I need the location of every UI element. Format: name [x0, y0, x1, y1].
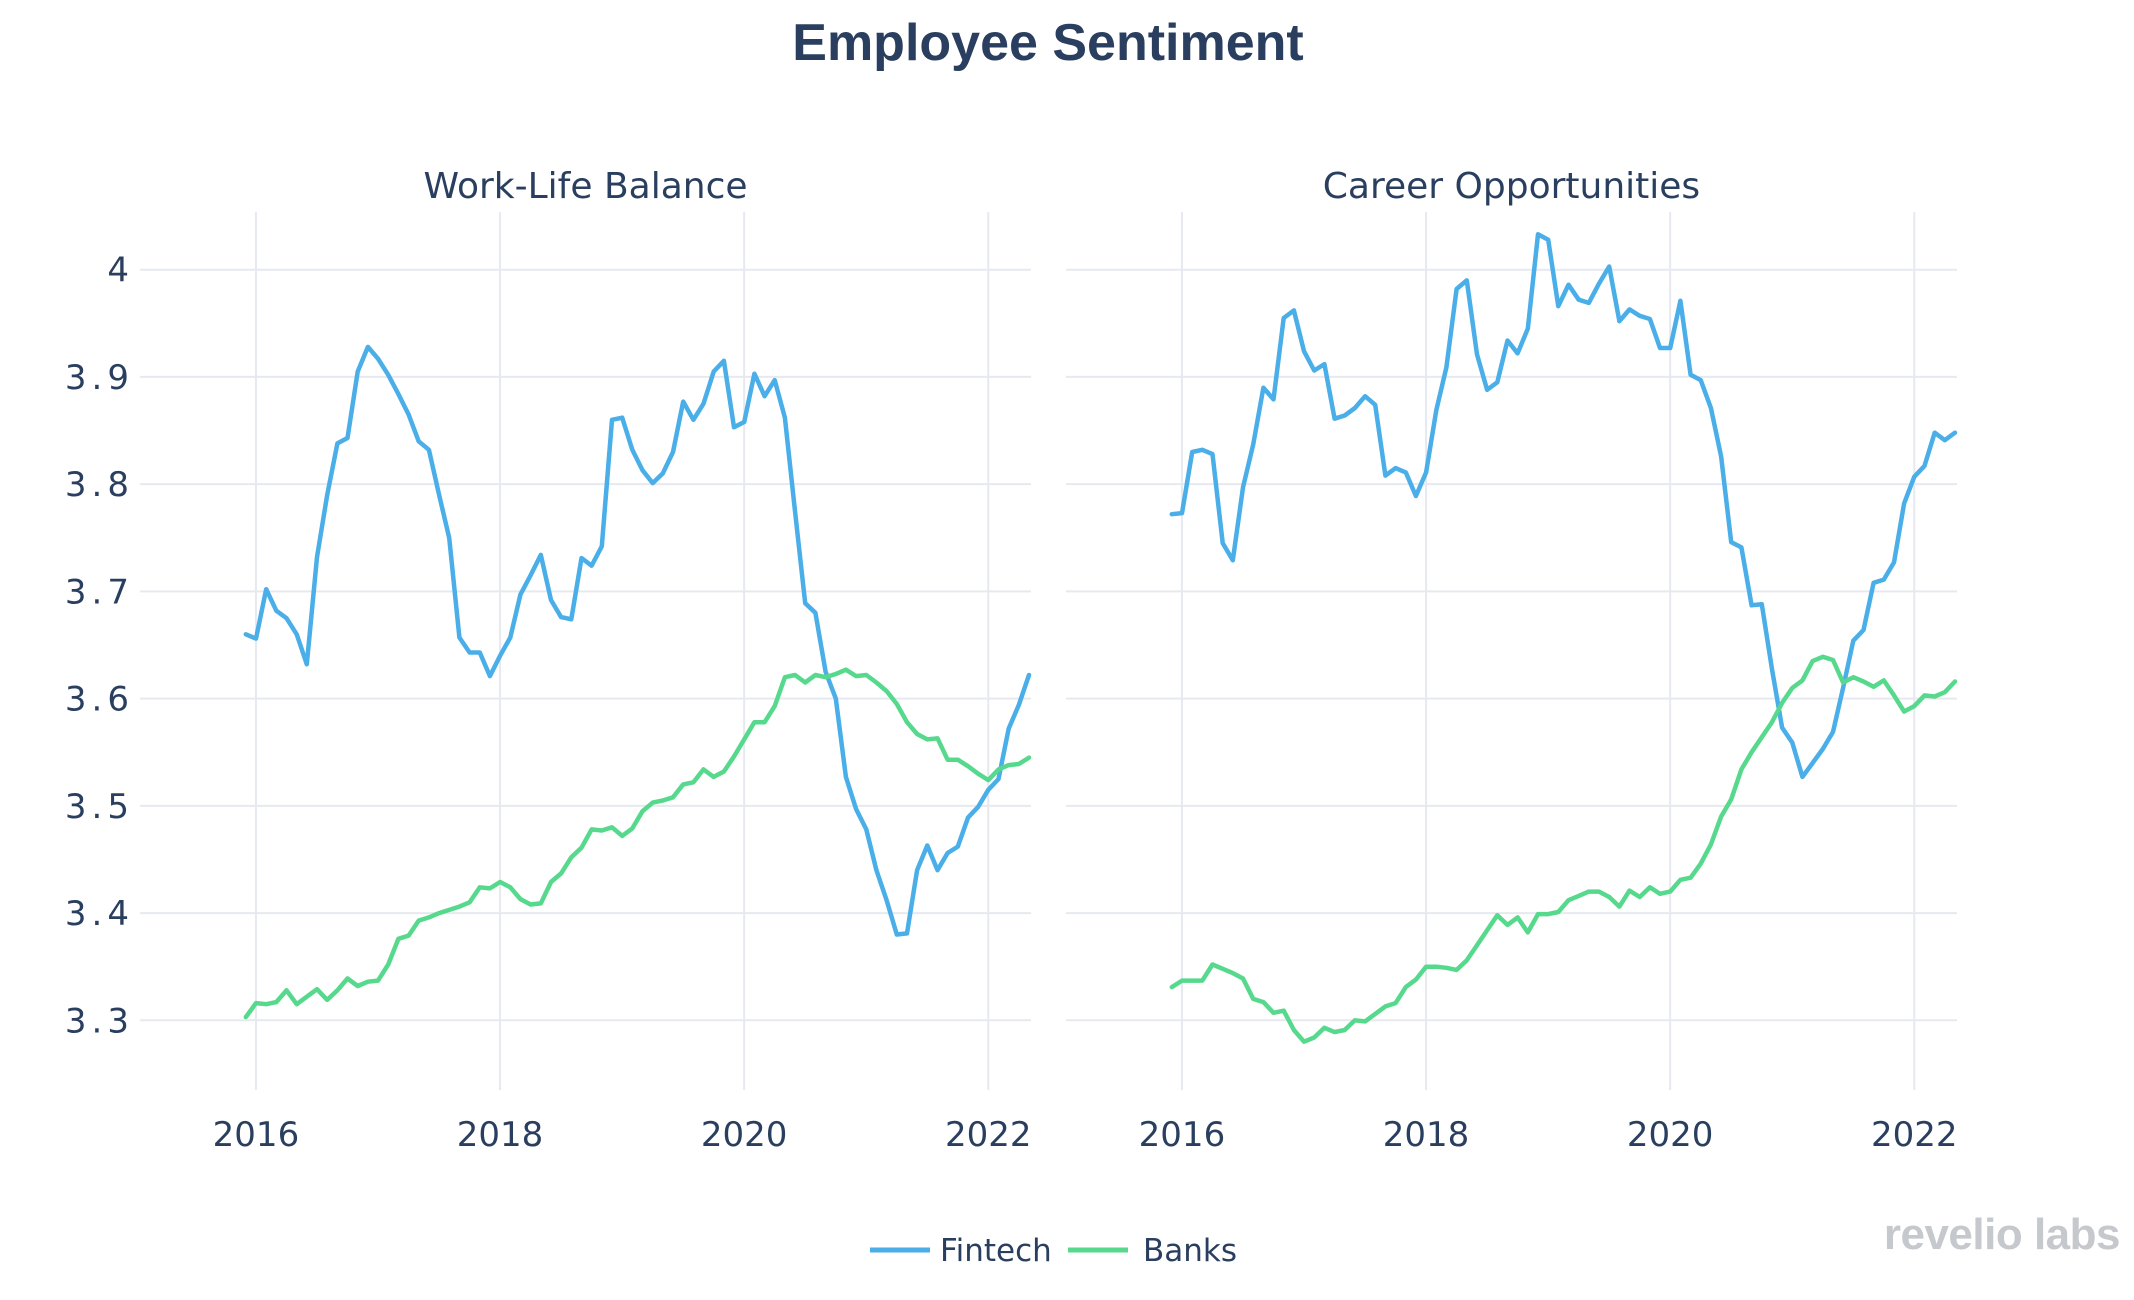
x-tick-label: 2022: [945, 1115, 1032, 1155]
legend-label-banks: Banks: [1143, 1233, 1237, 1269]
panel-0: Work-Life Balance 2016 2018 2020 2022 3.3 3.4 3…: [65, 166, 1032, 1155]
y-tick-label: 3.7: [65, 572, 134, 612]
chart-title: Employee Sentiment: [792, 14, 1303, 72]
series-line-fintech: [1169, 232, 1958, 780]
y-tick-label: 4: [107, 251, 134, 291]
series-line-banks: [243, 667, 1032, 1020]
x-tick-label: 2018: [1383, 1115, 1470, 1155]
x-tick-label: 2016: [1139, 1115, 1226, 1155]
subplot-title: Career Opportunities: [1323, 166, 1700, 207]
subplot-title: Work-Life Balance: [423, 166, 747, 207]
y-tick-label: 3.8: [65, 465, 134, 505]
series-line-fintech: [243, 344, 1032, 937]
x-tick-label: 2020: [1627, 1115, 1714, 1155]
y-tick-label: 3.6: [65, 680, 134, 720]
x-tick-label: 2022: [1871, 1115, 1958, 1155]
series-line-banks: [1169, 654, 1958, 1044]
y-tick-label: 3.9: [65, 358, 134, 398]
y-tick-label: 3.5: [65, 787, 134, 827]
x-tick-label: 2020: [701, 1115, 788, 1155]
y-tick-label: 3.4: [65, 894, 134, 934]
y-tick-label: 3.3: [65, 1001, 134, 1041]
legend: Fintech Banks: [870, 1233, 1237, 1269]
legend-label-fintech: Fintech: [940, 1233, 1052, 1269]
panel-1: Career Opportunities 2016 2018 2020 2022: [1066, 166, 1958, 1155]
x-tick-label: 2018: [457, 1115, 544, 1155]
x-tick-label: 2016: [213, 1115, 300, 1155]
brand-logo: revelio labs: [1883, 1210, 2121, 1259]
